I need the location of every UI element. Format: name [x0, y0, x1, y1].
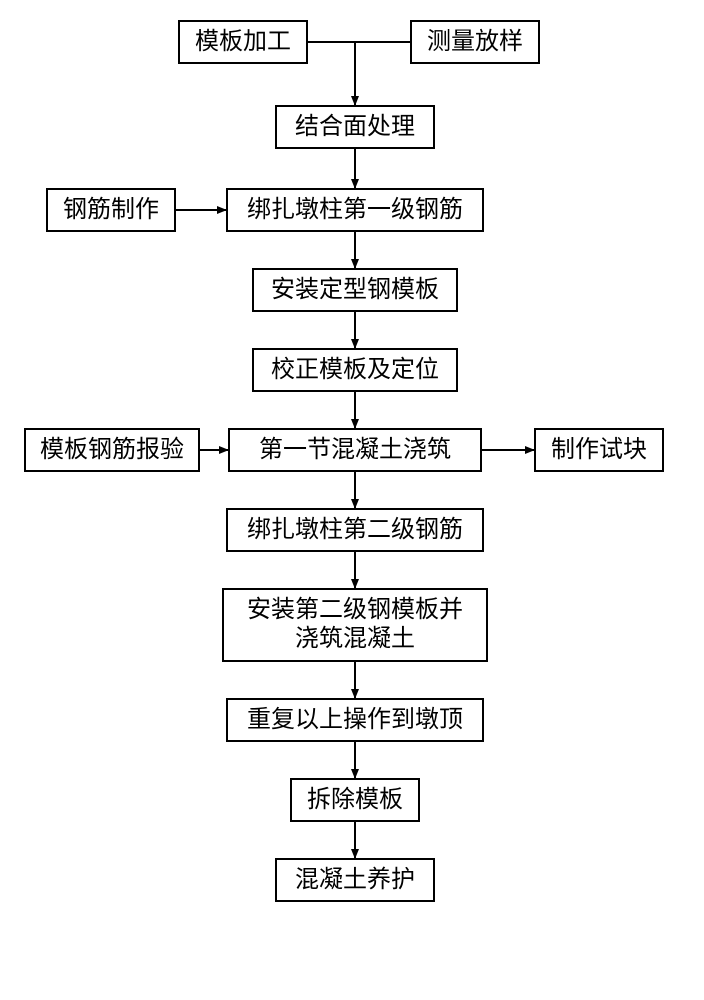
flowchart-node: 钢筋制作 [46, 188, 176, 232]
flowchart-node: 第一节混凝土浇筑 [228, 428, 482, 472]
flowchart-node: 拆除模板 [290, 778, 420, 822]
flowchart-node: 测量放样 [410, 20, 540, 64]
node-label: 第一节混凝土浇筑 [259, 436, 451, 465]
flowchart-node: 安装第二级钢模板并 浇筑混凝土 [222, 588, 488, 662]
edges-layer [0, 0, 704, 1000]
flowchart-node: 模板加工 [178, 20, 308, 64]
node-label: 测量放样 [427, 28, 523, 57]
flowchart-node: 校正模板及定位 [252, 348, 458, 392]
flowchart-node: 绑扎墩柱第二级钢筋 [226, 508, 484, 552]
node-label: 模板钢筋报验 [40, 436, 184, 465]
node-label: 安装第二级钢模板并 浇筑混凝土 [247, 596, 463, 654]
node-label: 拆除模板 [307, 786, 403, 815]
flowchart-node: 安装定型钢模板 [252, 268, 458, 312]
node-label: 绑扎墩柱第二级钢筋 [247, 516, 463, 545]
node-label: 模板加工 [195, 28, 291, 57]
node-label: 混凝土养护 [295, 866, 415, 895]
flowchart-node: 重复以上操作到墩顶 [226, 698, 484, 742]
node-label: 绑扎墩柱第一级钢筋 [247, 196, 463, 225]
node-label: 制作试块 [551, 436, 647, 465]
flowchart-container: 模板加工 测量放样结合面处理钢筋制作 绑扎墩柱第一级钢筋安装定型钢模板校正模板及定位… [0, 0, 704, 1000]
node-label: 安装定型钢模板 [271, 276, 439, 305]
node-label: 校正模板及定位 [271, 356, 439, 385]
flowchart-node: 结合面处理 [275, 105, 435, 149]
flowchart-node: 制作试块 [534, 428, 664, 472]
node-label: 钢筋制作 [63, 196, 159, 225]
flowchart-node: 模板钢筋报验 [24, 428, 200, 472]
flowchart-node: 混凝土养护 [275, 858, 435, 902]
node-label: 结合面处理 [295, 113, 415, 142]
flowchart-node: 绑扎墩柱第一级钢筋 [226, 188, 484, 232]
node-label: 重复以上操作到墩顶 [247, 706, 463, 735]
